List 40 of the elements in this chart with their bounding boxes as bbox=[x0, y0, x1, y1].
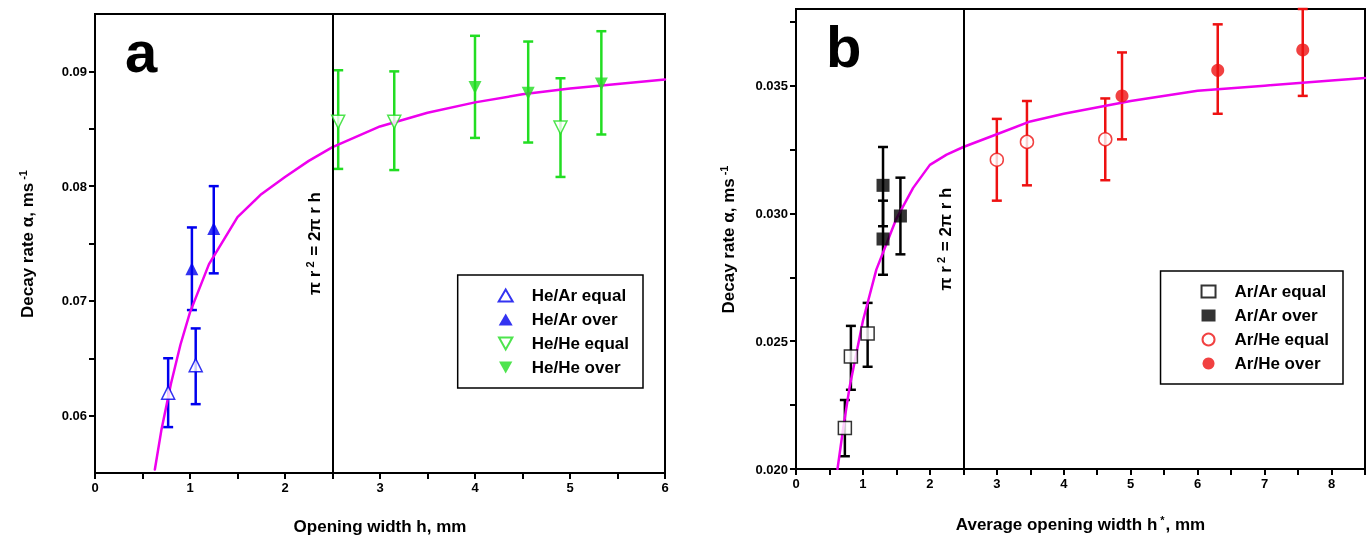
x-tick-label: 4 bbox=[471, 480, 480, 495]
annotation: b bbox=[826, 13, 862, 79]
y-axis-title: Decay rate α, ms-1 bbox=[16, 170, 37, 318]
x-tick-label: 1 bbox=[859, 476, 867, 491]
y-tick-label: 0.09 bbox=[61, 63, 87, 79]
y-tick-label: 0.020 bbox=[755, 461, 788, 477]
x-tick-label: 4 bbox=[1060, 476, 1069, 491]
y-tick-label: 0.08 bbox=[61, 178, 87, 194]
y-tick-label: 0.035 bbox=[755, 78, 788, 94]
x-tick-label: 3 bbox=[376, 480, 384, 495]
x-axis-title: Average opening width h*, mm bbox=[955, 513, 1206, 534]
ref-line-label: π r2 = 2π r h bbox=[934, 187, 955, 291]
x-tick-label: 8 bbox=[1327, 476, 1336, 491]
x-tick-label: 0 bbox=[792, 476, 800, 491]
x-tick-label: 2 bbox=[281, 480, 289, 495]
legend-label: He/Ar equal bbox=[531, 286, 627, 305]
x-tick-label: 5 bbox=[1127, 476, 1135, 491]
legend-label: Ar/Ar equal bbox=[1234, 282, 1327, 301]
x-tick-label: 3 bbox=[993, 476, 1001, 491]
x-tick-label: 1 bbox=[186, 480, 194, 495]
x-tick-label: 0 bbox=[91, 480, 99, 495]
x-tick-label: 2 bbox=[926, 476, 934, 491]
y-tick-label: 0.030 bbox=[755, 205, 788, 221]
legend-label: He/Ar over bbox=[531, 310, 619, 329]
x-tick-label: 5 bbox=[566, 480, 574, 495]
ref-line-label: π r2 = 2π r h bbox=[304, 192, 324, 295]
x-tick-label: 6 bbox=[1194, 476, 1202, 491]
y-tick-label: 0.06 bbox=[61, 408, 87, 424]
y-tick-label: 0.025 bbox=[755, 333, 788, 349]
legend-label: Ar/Ar over bbox=[1234, 306, 1319, 325]
x-axis-title: Opening width h, mm bbox=[293, 517, 467, 536]
legend-label: Ar/He over bbox=[1234, 354, 1321, 373]
legend-label: He/He equal bbox=[531, 334, 629, 353]
legend-label: He/He over bbox=[531, 358, 621, 377]
x-tick-label: 7 bbox=[1260, 476, 1269, 491]
legend-label: Ar/He equal bbox=[1234, 330, 1330, 349]
annotation: a bbox=[125, 18, 158, 84]
y-tick-label: 0.07 bbox=[61, 293, 87, 309]
x-tick-label: 6 bbox=[661, 480, 669, 495]
y-axis-title: Decay rate α, ms-1 bbox=[717, 165, 738, 314]
